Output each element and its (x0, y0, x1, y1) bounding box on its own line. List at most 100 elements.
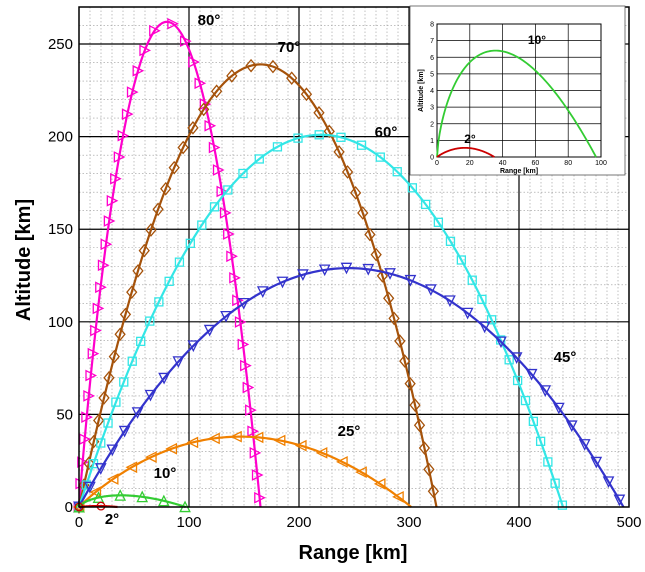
data-point-marker (177, 140, 189, 155)
data-point-marker (96, 501, 106, 511)
data-point-marker (229, 271, 241, 284)
data-point-marker (185, 238, 195, 248)
data-point-marker (423, 462, 435, 477)
data-point-marker (138, 243, 150, 258)
data-point-marker (590, 456, 603, 469)
data-point-marker (273, 434, 286, 447)
series-label: 2° (105, 511, 119, 528)
data-point-marker (237, 297, 250, 310)
data-point-marker (525, 368, 538, 381)
data-point-marker (226, 69, 238, 83)
series-labels: 80° 70° 60° 45° 25° 10° 2° (105, 12, 577, 528)
series-line (78, 494, 187, 509)
data-point-marker (418, 441, 431, 455)
data-point-marker (119, 377, 129, 387)
series-line (77, 63, 438, 508)
data-point-marker (362, 263, 375, 276)
data-point-marker (125, 461, 138, 474)
data-point-marker (510, 352, 523, 365)
data-point-marker (578, 439, 591, 451)
data-point-marker (373, 478, 386, 490)
data-point-marker (157, 494, 170, 507)
inset-y-tick-label: 0 (430, 155, 434, 162)
data-point-marker (194, 77, 207, 90)
data-point-marker (208, 141, 221, 154)
data-point-marker (357, 206, 369, 220)
data-point-marker (96, 438, 106, 448)
data-point-marker (315, 446, 328, 459)
data-point-marker (187, 121, 199, 135)
data-point-marker (223, 228, 235, 240)
data-point-marker (613, 494, 626, 507)
data-point-marker (226, 250, 238, 263)
data-point-marker (106, 194, 119, 207)
inset-y-tick-label: 4 (430, 88, 434, 95)
data-point-marker (145, 316, 155, 326)
inset-y-tick-label: 1 (430, 138, 434, 145)
data-point-marker (93, 413, 105, 428)
data-point-marker (427, 484, 440, 499)
y-tick-label: 0 (65, 499, 73, 516)
y-axis-title: Altitude [km] (13, 199, 35, 321)
data-point-marker (117, 129, 130, 142)
data-point-marker (392, 491, 404, 503)
data-point-marker (203, 324, 216, 337)
data-point-marker (392, 167, 402, 177)
series-label: 45° (554, 349, 577, 366)
data-point-marker (407, 183, 418, 193)
data-point-marker (106, 473, 119, 485)
y-tick-label: 50 (56, 406, 73, 423)
data-point-marker (565, 420, 578, 433)
data-point-marker (98, 391, 110, 405)
data-point-marker (249, 446, 262, 459)
inset-x-tick-label: 60 (532, 160, 540, 167)
data-point-marker (355, 466, 367, 479)
data-point-marker (108, 349, 120, 364)
data-point-marker (336, 456, 348, 468)
data-point-marker (113, 151, 126, 163)
inset-y-tick-label: 2 (430, 121, 434, 128)
data-point-marker (349, 186, 362, 200)
data-point-marker (89, 486, 102, 498)
data-point-marker (83, 456, 95, 471)
inset-series-label: 10° (528, 33, 546, 47)
data-point-marker (106, 444, 119, 457)
data-point-marker (245, 58, 257, 73)
data-point-marker (340, 262, 353, 275)
data-point-marker (394, 334, 406, 348)
inset-y-tick-label: 7 (430, 38, 434, 45)
data-point-marker (110, 172, 122, 185)
data-point-marker (81, 411, 93, 423)
data-point-marker (313, 105, 325, 120)
data-point-marker (409, 398, 421, 412)
data-point-marker (84, 481, 96, 494)
data-point-marker (251, 469, 264, 481)
data-point-marker (413, 418, 426, 433)
x-tick-label: 100 (176, 514, 201, 531)
data-point-marker (535, 436, 546, 446)
x-tick-label: 500 (616, 514, 641, 531)
data-point-marker (376, 269, 389, 283)
data-point-marker (364, 227, 376, 242)
data-point-marker (375, 152, 385, 162)
data-point-marker (267, 59, 279, 74)
data-point-marker (132, 264, 144, 278)
data-point-marker (167, 17, 179, 30)
inset-y-tick-label: 5 (430, 71, 434, 78)
data-point-marker (165, 442, 178, 455)
data-point-marker (149, 24, 161, 37)
data-point-marker (421, 199, 431, 210)
data-point-marker (95, 281, 107, 294)
data-point-marker (212, 164, 225, 176)
data-point-marker (152, 202, 164, 217)
data-point-marker (164, 276, 174, 286)
data-point-marker (520, 395, 531, 406)
data-point-marker (425, 284, 437, 296)
inset-x-tick-label: 0 (435, 160, 439, 167)
x-tick-label: 300 (396, 514, 421, 531)
data-point-marker (486, 315, 497, 325)
data-point-marker (145, 223, 157, 237)
x-tick-label: 0 (75, 514, 83, 531)
